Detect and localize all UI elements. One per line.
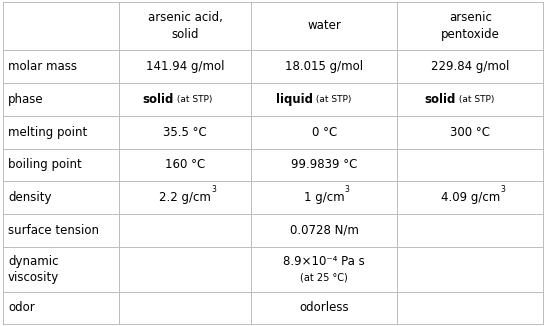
Text: (at 25 °C): (at 25 °C) — [300, 272, 348, 282]
Text: water: water — [307, 20, 341, 33]
Text: 160 °C: 160 °C — [165, 158, 205, 171]
Text: dynamic
viscosity: dynamic viscosity — [8, 255, 60, 284]
Text: 141.94 g/mol: 141.94 g/mol — [146, 60, 224, 73]
Text: (at STP): (at STP) — [174, 95, 212, 104]
Text: odor: odor — [8, 302, 35, 315]
Text: 1 g/cm: 1 g/cm — [304, 191, 345, 204]
Text: phase: phase — [8, 93, 44, 106]
Text: boiling point: boiling point — [8, 158, 82, 171]
Text: 18.015 g/mol: 18.015 g/mol — [286, 60, 364, 73]
Text: molar mass: molar mass — [8, 60, 77, 73]
Text: arsenic acid,
solid: arsenic acid, solid — [148, 11, 223, 41]
Text: solid: solid — [142, 93, 174, 106]
Text: arsenic
pentoxide: arsenic pentoxide — [441, 11, 500, 41]
Text: 300 °C: 300 °C — [450, 126, 490, 139]
Text: 4.09 g/cm: 4.09 g/cm — [441, 191, 500, 204]
Text: 3: 3 — [345, 185, 349, 194]
Text: 2.2 g/cm: 2.2 g/cm — [159, 191, 211, 204]
Text: odorless: odorless — [300, 302, 349, 315]
Text: (at STP): (at STP) — [313, 95, 351, 104]
Text: solid: solid — [424, 93, 456, 106]
Text: 99.9839 °C: 99.9839 °C — [291, 158, 358, 171]
Text: density: density — [8, 191, 52, 204]
Text: 3: 3 — [211, 185, 216, 194]
Text: 8.9×10⁻⁴ Pa s: 8.9×10⁻⁴ Pa s — [283, 255, 365, 268]
Text: liquid: liquid — [276, 93, 313, 106]
Text: 0 °C: 0 °C — [312, 126, 337, 139]
Text: surface tension: surface tension — [8, 224, 99, 237]
Text: 0.0728 N/m: 0.0728 N/m — [290, 224, 359, 237]
Text: 3: 3 — [500, 185, 505, 194]
Text: (at STP): (at STP) — [456, 95, 494, 104]
Text: 229.84 g/mol: 229.84 g/mol — [431, 60, 509, 73]
Text: 35.5 °C: 35.5 °C — [163, 126, 207, 139]
Text: melting point: melting point — [8, 126, 87, 139]
